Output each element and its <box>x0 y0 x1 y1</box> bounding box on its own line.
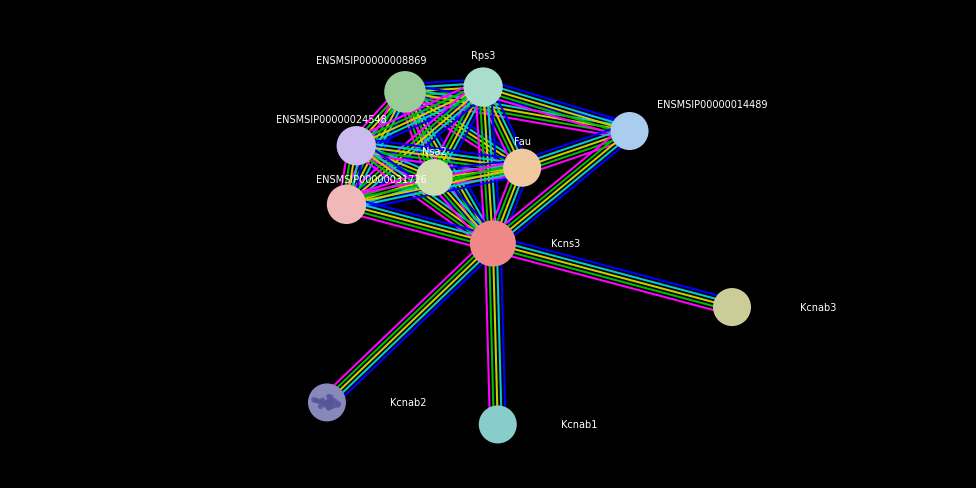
Text: Kcnab1: Kcnab1 <box>561 420 597 429</box>
Point <box>318 400 334 407</box>
Point <box>485 240 501 248</box>
Point <box>321 393 337 401</box>
Point <box>622 128 637 136</box>
Point <box>314 400 330 407</box>
Point <box>318 400 334 407</box>
Point <box>321 402 337 410</box>
Point <box>309 397 325 405</box>
Point <box>331 400 346 407</box>
Point <box>319 400 335 407</box>
Point <box>327 398 343 406</box>
Point <box>323 398 339 406</box>
Point <box>322 401 338 408</box>
Point <box>724 304 740 311</box>
Point <box>319 399 335 407</box>
Point <box>321 404 337 412</box>
Point <box>321 398 337 406</box>
Text: ENSMSIP00000031726: ENSMSIP00000031726 <box>315 175 427 184</box>
Point <box>313 403 329 410</box>
Point <box>427 174 442 182</box>
Point <box>317 401 333 409</box>
Point <box>325 397 341 405</box>
Point <box>514 164 530 172</box>
Point <box>490 421 506 428</box>
Point <box>397 89 413 97</box>
Point <box>321 401 337 408</box>
Text: Rps3: Rps3 <box>471 51 495 61</box>
Point <box>339 201 354 209</box>
Point <box>327 402 343 409</box>
Point <box>475 84 491 92</box>
Text: Kcns3: Kcns3 <box>551 239 581 249</box>
Point <box>323 393 339 401</box>
Text: ENSMSIP00000008869: ENSMSIP00000008869 <box>315 56 427 66</box>
Point <box>319 400 335 408</box>
Point <box>321 404 337 411</box>
Text: ENSMSIP00000014489: ENSMSIP00000014489 <box>657 100 768 110</box>
Point <box>312 398 328 406</box>
Point <box>319 399 335 407</box>
Text: Fau: Fau <box>513 137 531 146</box>
Point <box>330 402 346 409</box>
Point <box>322 399 338 407</box>
Point <box>307 397 323 405</box>
Point <box>324 403 340 411</box>
Point <box>320 398 336 406</box>
Point <box>348 142 364 150</box>
Text: Kcnab3: Kcnab3 <box>800 303 836 312</box>
Point <box>306 396 322 404</box>
Text: Kcnab2: Kcnab2 <box>390 398 427 407</box>
Text: Nsa2: Nsa2 <box>422 146 447 156</box>
Text: ENSMSIP00000024548: ENSMSIP00000024548 <box>276 115 387 124</box>
Point <box>314 396 330 404</box>
